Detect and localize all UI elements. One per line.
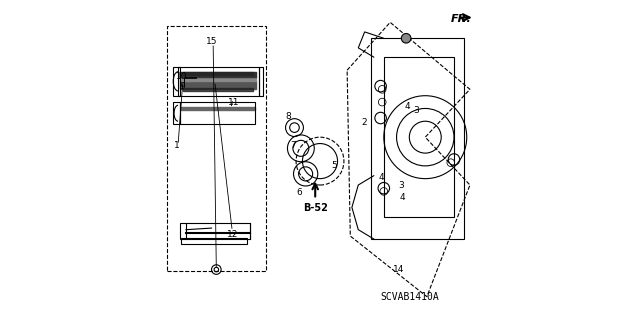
Text: SCVAB1410A: SCVAB1410A [380,292,438,302]
Text: 3: 3 [399,181,404,189]
Text: FR.: FR. [451,14,472,24]
Text: B-52: B-52 [303,203,328,212]
Text: 6: 6 [296,189,302,197]
Text: 12: 12 [227,230,238,239]
Text: 4: 4 [399,193,404,202]
Circle shape [401,33,411,43]
Text: 2: 2 [362,118,367,127]
Text: 1: 1 [174,141,180,150]
Text: 3: 3 [413,106,419,115]
Text: 5: 5 [332,161,337,170]
Text: 14: 14 [392,265,404,274]
Text: 9: 9 [179,82,185,91]
Text: 15: 15 [206,37,218,46]
Text: 7: 7 [290,141,296,150]
Text: 11: 11 [227,98,239,107]
Text: 4: 4 [379,173,385,182]
Text: 8: 8 [285,112,291,121]
Text: 10: 10 [177,72,188,81]
Text: 4: 4 [405,102,410,111]
